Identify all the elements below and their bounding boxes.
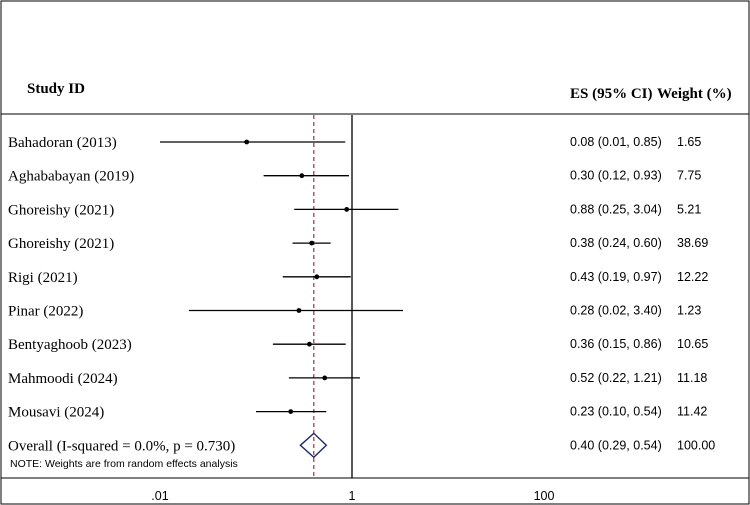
point-estimate — [314, 274, 320, 280]
point-estimate — [288, 409, 294, 414]
point-estimate — [309, 240, 315, 246]
es-value: 0.52 (0.22, 1.21) — [570, 371, 662, 385]
study-label: Mousavi (2024) — [8, 405, 104, 421]
point-estimate — [344, 207, 350, 212]
weight-value: 7.75 — [677, 169, 701, 183]
weight-value: 10.65 — [677, 337, 708, 351]
es-value: 0.38 (0.24, 0.60) — [570, 236, 662, 250]
header-study-id: Study ID — [27, 81, 85, 97]
es-value: 0.88 (0.25, 3.04) — [570, 202, 662, 216]
study-label: Aghababayan (2019) — [8, 169, 134, 185]
es-value: 0.36 (0.15, 0.86) — [570, 337, 662, 351]
header-weight: Weight (%) — [657, 86, 732, 102]
es-value: 0.08 (0.01, 0.85) — [570, 135, 662, 149]
study-label: Rigi (2021) — [8, 270, 78, 286]
es-value: 0.23 (0.10, 0.54) — [570, 405, 662, 419]
point-estimate — [307, 341, 312, 347]
study-label: Mahmoodi (2024) — [8, 371, 118, 387]
footnote: NOTE: Weights are from random effects an… — [10, 458, 238, 470]
study-label: Ghoreishy (2021) — [8, 202, 114, 218]
study-label: Bentyaghoob (2023) — [8, 337, 132, 353]
axis-tick-label: 1 — [349, 489, 356, 503]
weight-value: 11.18 — [677, 371, 707, 385]
point-estimate — [299, 173, 305, 179]
point-estimate — [296, 308, 302, 313]
header-es: ES (95% CI) — [570, 86, 653, 102]
overall-es-value: 0.40 (0.29, 0.54) — [570, 438, 662, 452]
weight-value: 38.69 — [677, 236, 708, 250]
axis-tick-label: 100 — [534, 489, 555, 503]
study-label: Pinar (2022) — [8, 304, 83, 320]
point-estimate — [244, 139, 250, 145]
weight-value: 1.23 — [677, 304, 701, 318]
es-value: 0.43 (0.19, 0.97) — [570, 270, 662, 284]
overall-diamond — [299, 432, 328, 459]
overall-weight-value: 100.00 — [677, 438, 715, 452]
weight-value: 12.22 — [677, 270, 708, 284]
es-value: 0.28 (0.02, 3.40) — [570, 304, 662, 318]
point-estimate — [322, 375, 328, 381]
es-value: 0.30 (0.12, 0.93) — [570, 169, 662, 183]
weight-value: 1.65 — [677, 135, 701, 149]
axis-tick-label: .01 — [151, 489, 168, 503]
overall-label: Overall (I-squared = 0.0%, p = 0.730) — [8, 438, 235, 454]
study-label: Ghoreishy (2021) — [8, 236, 114, 252]
weight-value: 11.42 — [677, 405, 707, 419]
weight-value: 5.21 — [677, 202, 701, 216]
study-label: Bahadoran (2013) — [8, 135, 117, 151]
